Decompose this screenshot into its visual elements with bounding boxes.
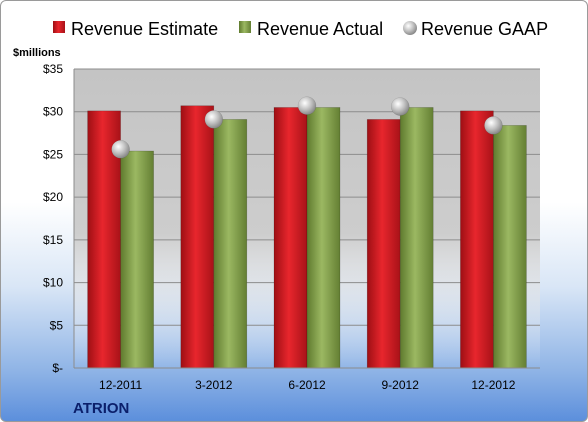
- bars: [87, 105, 527, 369]
- bar-actual: [493, 125, 527, 369]
- legend-swatch-actual: [239, 21, 251, 33]
- y-unit-label: $millions: [13, 47, 61, 59]
- x-tick-label: 3-2012: [195, 378, 233, 392]
- legend-marker-gaap: [403, 21, 417, 35]
- y-tick-label: $15: [43, 233, 63, 247]
- gaap-markers: [111, 96, 503, 159]
- bar-actual: [399, 107, 434, 369]
- y-tick-label: $10: [43, 276, 63, 290]
- gaap-marker: [297, 96, 317, 115]
- gaap-marker: [484, 116, 503, 135]
- bar-actual: [306, 107, 341, 369]
- bar-estimate: [366, 119, 401, 369]
- bar-actual: [213, 119, 248, 369]
- legend-item-actual: Revenue Actual: [239, 19, 383, 39]
- y-tick-label: $5: [50, 318, 64, 332]
- y-tick-label: $20: [43, 190, 63, 204]
- y-tick-label: $25: [43, 147, 63, 161]
- x-tick-label: 9-2012: [382, 378, 420, 392]
- y-tick-label: $-: [52, 361, 63, 375]
- company-name: ATRION: [73, 400, 129, 417]
- bar-actual: [120, 150, 154, 369]
- legend-swatch-estimate: [53, 21, 65, 33]
- y-tick-label: $30: [43, 105, 63, 119]
- bar-estimate: [460, 110, 494, 369]
- x-tick-label: 12-2012: [471, 378, 515, 392]
- legend-label-actual: Revenue Actual: [257, 19, 383, 39]
- legend-label-gaap: Revenue GAAP: [421, 19, 548, 39]
- x-axis: 12-2011 3-2012 6-2012 9-2012 12-2012: [74, 367, 540, 392]
- gaap-marker: [390, 97, 410, 116]
- gaap-marker: [111, 140, 130, 159]
- bar-estimate: [273, 107, 308, 369]
- legend-item-gaap: Revenue GAAP: [403, 19, 548, 39]
- y-axis: $- $5 $10 $15 $20 $25 $30 $35: [43, 62, 75, 375]
- bar-estimate: [180, 105, 215, 369]
- legend-item-estimate: Revenue Estimate: [53, 19, 218, 39]
- x-tick-label: 12-2011: [99, 378, 142, 392]
- x-tick-label: 6-2012: [288, 378, 326, 392]
- gaap-marker: [204, 110, 224, 129]
- legend-label-estimate: Revenue Estimate: [71, 19, 218, 39]
- y-tick-label: $35: [43, 62, 63, 76]
- legend: Revenue Estimate Revenue Actual Revenue …: [53, 19, 548, 39]
